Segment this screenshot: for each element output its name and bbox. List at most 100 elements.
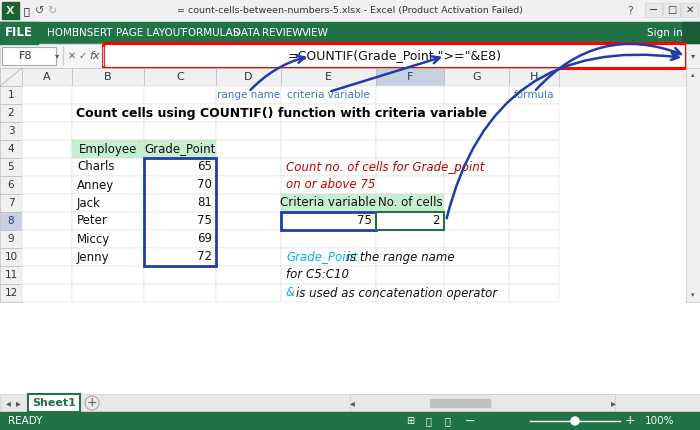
Bar <box>350 394 615 412</box>
Bar <box>0 284 22 302</box>
Text: 📋: 📋 <box>444 416 450 426</box>
Bar <box>376 68 444 86</box>
Bar <box>444 122 509 140</box>
Bar <box>144 140 216 158</box>
Text: Peter: Peter <box>77 215 108 227</box>
Bar <box>216 194 281 212</box>
Bar <box>22 86 72 104</box>
Text: 75: 75 <box>197 215 212 227</box>
Bar <box>0 22 38 44</box>
Bar <box>0 394 700 412</box>
Bar <box>444 104 509 122</box>
Bar <box>444 194 509 212</box>
Text: ▸: ▸ <box>610 398 615 408</box>
Text: ▸: ▸ <box>15 398 20 408</box>
Bar <box>0 44 700 68</box>
Bar <box>281 140 376 158</box>
Bar <box>72 194 144 212</box>
Bar <box>681 3 698 17</box>
Bar <box>22 230 72 248</box>
Text: X: X <box>6 6 15 15</box>
Bar <box>444 140 509 158</box>
Text: DATA: DATA <box>232 28 260 38</box>
Circle shape <box>571 417 579 425</box>
Text: ✕: ✕ <box>68 51 76 61</box>
Bar <box>22 176 72 194</box>
Bar <box>444 212 509 230</box>
Bar <box>72 212 144 230</box>
Bar <box>0 104 22 122</box>
Text: 2: 2 <box>8 108 14 118</box>
Text: HOME: HOME <box>47 28 78 38</box>
Bar <box>281 248 376 266</box>
Text: = count-cells-between-numbers-5.xlsx - Excel (Product Activation Failed): = count-cells-between-numbers-5.xlsx - E… <box>177 6 523 15</box>
Bar <box>0 230 22 248</box>
Bar <box>444 230 509 248</box>
Text: A: A <box>43 72 51 82</box>
Bar <box>72 68 144 86</box>
Bar <box>509 122 559 140</box>
Text: PAGE LAYOUT: PAGE LAYOUT <box>116 28 186 38</box>
Bar <box>216 248 281 266</box>
Text: 70: 70 <box>197 178 212 191</box>
Bar <box>216 266 281 284</box>
Bar <box>509 104 559 122</box>
Text: D: D <box>244 72 253 82</box>
Text: Sign in: Sign in <box>647 28 683 38</box>
Text: ✓: ✓ <box>79 51 87 61</box>
Bar <box>281 104 376 122</box>
Text: 10: 10 <box>4 252 18 262</box>
Text: 11: 11 <box>4 270 18 280</box>
Bar <box>22 266 72 284</box>
Text: is used as concatenation operator: is used as concatenation operator <box>296 286 497 300</box>
Bar <box>72 86 144 104</box>
Bar <box>645 3 662 17</box>
Bar <box>72 140 144 158</box>
Text: 📄: 📄 <box>425 416 431 426</box>
Bar <box>376 248 444 266</box>
Bar <box>281 230 376 248</box>
Bar <box>72 248 144 266</box>
Bar <box>376 230 444 248</box>
Text: 2: 2 <box>433 215 440 227</box>
Bar <box>376 158 444 176</box>
Text: for C5:C10: for C5:C10 <box>286 268 349 282</box>
Bar <box>376 212 444 230</box>
Bar <box>444 68 509 86</box>
Bar <box>22 104 72 122</box>
Text: Miccy: Miccy <box>77 233 111 246</box>
Bar <box>686 68 700 302</box>
Text: 4: 4 <box>8 144 14 154</box>
Bar <box>72 266 144 284</box>
Bar <box>22 122 72 140</box>
Bar <box>281 158 376 176</box>
Text: INSERT: INSERT <box>76 28 113 38</box>
Bar <box>509 158 559 176</box>
Text: 12: 12 <box>4 288 18 298</box>
Text: 72: 72 <box>197 251 212 264</box>
Bar <box>144 104 216 122</box>
Bar <box>0 266 22 284</box>
Bar <box>144 86 216 104</box>
Bar <box>376 122 444 140</box>
Text: Grade_Point: Grade_Point <box>286 251 358 264</box>
Bar <box>216 122 281 140</box>
Bar <box>376 86 444 104</box>
Text: C: C <box>176 72 184 82</box>
Bar <box>0 194 22 212</box>
Bar <box>22 68 72 86</box>
Bar <box>0 176 22 194</box>
Bar <box>216 230 281 248</box>
Bar <box>72 122 144 140</box>
Bar <box>0 68 22 86</box>
Text: +: + <box>624 415 636 427</box>
Text: ↺: ↺ <box>35 6 45 16</box>
Text: No. of cells: No. of cells <box>378 197 442 209</box>
Bar <box>376 266 444 284</box>
Bar <box>22 140 72 158</box>
Text: +: + <box>87 396 97 409</box>
Bar <box>376 140 444 158</box>
Bar <box>22 284 72 302</box>
Text: 5: 5 <box>8 162 14 172</box>
Text: ◂: ◂ <box>6 398 10 408</box>
